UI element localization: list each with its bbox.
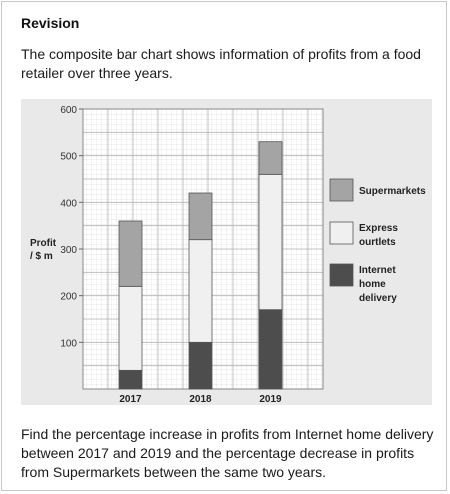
x-axis-tick-labels: 2017 2018 2019	[119, 394, 282, 405]
x-tick-label: 2019	[259, 394, 282, 405]
bar-segment-2017-express-ourtlets	[118, 285, 143, 371]
chart-panel: 100 200 300 400 500 600 Profit / $ m 2017 2018 2…	[21, 99, 432, 405]
bars	[118, 141, 283, 390]
bar-segment-2019-supermarkets	[258, 141, 283, 175]
bar-segment-2018-internet-home-delivery	[188, 341, 213, 390]
bar-segment-2019-express-ourtlets	[258, 173, 283, 311]
legend-label: home	[359, 279, 386, 290]
heading: Revision	[21, 15, 80, 31]
legend-label: ourtlets	[359, 237, 396, 248]
y-axis-label: Profit / $ m	[30, 238, 57, 262]
intro-text: The composite bar chart shows informatio…	[21, 46, 421, 81]
question-text: Find the percentage increase in profits …	[21, 426, 434, 480]
y-tick-label: 600	[60, 105, 77, 116]
y-tick-label: 400	[60, 198, 77, 209]
y-tick-label: 100	[60, 338, 77, 349]
legend-label: Express	[359, 223, 398, 234]
y-axis-label-line: / $ m	[30, 251, 53, 262]
x-tick-label: 2017	[119, 394, 142, 405]
legend: Supermarkets Express ourtlets Internet home d…	[329, 178, 426, 304]
legend-label: delivery	[359, 293, 397, 304]
y-tick-label: 300	[60, 245, 77, 256]
y-tick-label: 500	[60, 152, 77, 163]
x-tick-label: 2018	[189, 394, 212, 405]
legend-swatch	[329, 178, 354, 202]
bar-segment-2019-internet-home-delivery	[258, 309, 283, 390]
bar-segment-2017-internet-home-delivery	[118, 369, 143, 390]
legend-swatch	[329, 221, 354, 245]
y-axis-ticks: 100 200 300 400 500 600	[60, 105, 83, 349]
bar-segment-2018-express-ourtlets	[188, 239, 213, 343]
legend-label: Internet	[359, 265, 396, 276]
bar-segment-2017-supermarkets	[118, 220, 143, 287]
bar-segment-2018-supermarkets	[188, 192, 213, 241]
y-tick-label: 200	[60, 292, 77, 303]
legend-label: Supermarkets	[359, 186, 426, 197]
y-axis-label-line: Profit	[30, 238, 57, 249]
legend-swatch	[329, 263, 354, 287]
